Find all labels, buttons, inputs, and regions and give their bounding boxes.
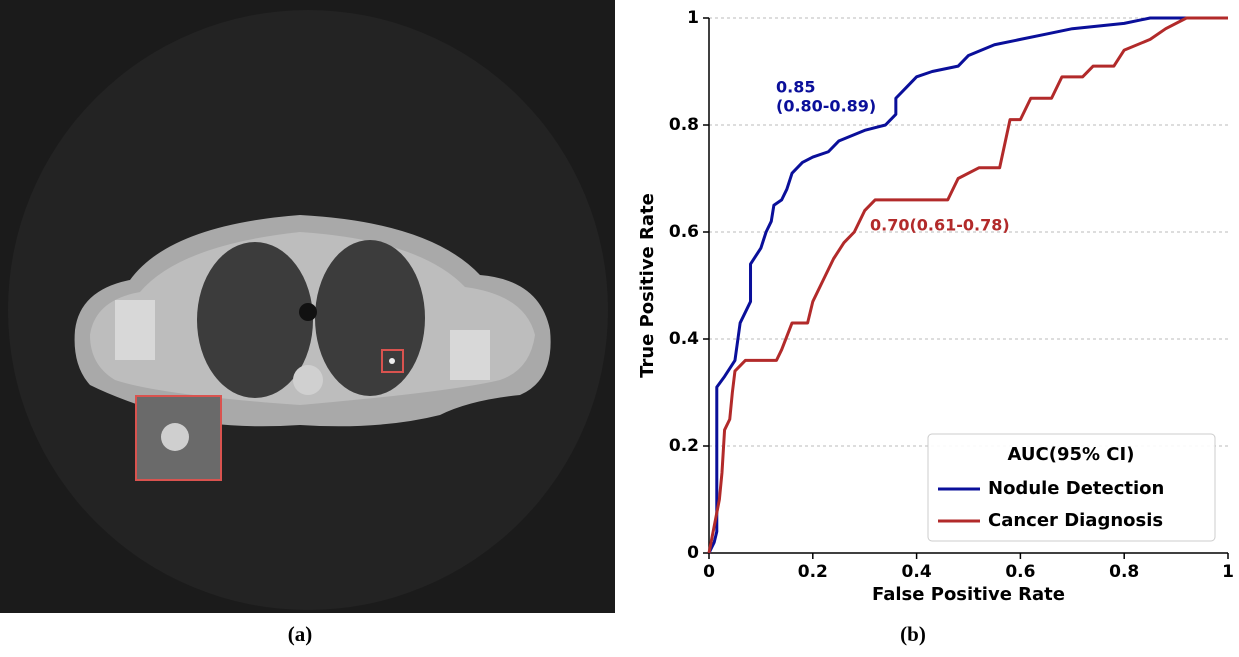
caption: (b) xyxy=(900,622,926,646)
legend-title: AUC(95% CI) xyxy=(1008,444,1135,465)
legend-label: Nodule Detection xyxy=(988,478,1164,499)
legend-box xyxy=(927,433,1216,542)
x-axis-label: False Positive Rate xyxy=(872,584,1065,605)
x-tick-label: 0 xyxy=(703,562,715,582)
roc-curve xyxy=(707,16,1228,554)
auc-annotation: (0.80-0.89) xyxy=(776,97,876,116)
y-axis-label: True Positive Rate xyxy=(637,193,658,378)
roc-chart: 0 0.2 0.4 0.6 0.8 1 0 0.2 0.4 0.6 0.8 1 False Positi… xyxy=(637,8,1234,605)
caption: (a) xyxy=(288,622,313,646)
roc-curve xyxy=(707,16,1228,554)
y-tick-label: 0.4 xyxy=(669,329,699,349)
x-tick-label: 0.8 xyxy=(1109,562,1139,582)
auc-annotation: 0.70(0.61-0.78) xyxy=(870,216,1010,235)
x-tick-label: 1 xyxy=(1222,562,1234,582)
y-tick-label: 0.2 xyxy=(669,436,699,456)
x-tick-label: 0.4 xyxy=(902,562,932,582)
ct-image xyxy=(0,0,615,613)
auc-annotation: 0.85 xyxy=(776,78,815,97)
y-tick-label: 1 xyxy=(687,8,699,28)
legend-label: Cancer Diagnosis xyxy=(988,510,1163,531)
y-tick-label: 0 xyxy=(687,543,699,563)
x-tick-label: 0.2 xyxy=(798,562,828,582)
y-tick-label: 0.6 xyxy=(669,222,699,242)
y-tick-label: 0.8 xyxy=(669,115,699,135)
x-tick-label: 0.6 xyxy=(1005,562,1035,582)
